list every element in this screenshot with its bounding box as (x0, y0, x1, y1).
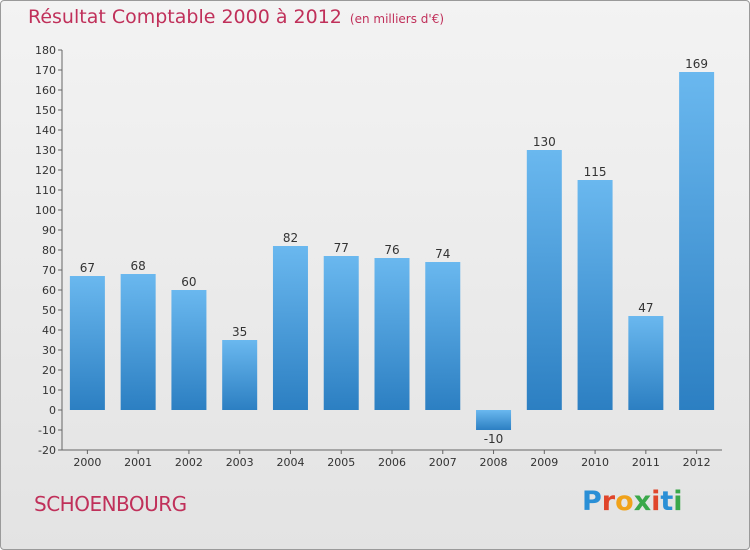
logo-letter: t (660, 486, 674, 517)
logo-letter: P (582, 486, 602, 517)
bar (323, 256, 359, 410)
bar (374, 258, 410, 410)
x-tick-label: 2001 (124, 456, 152, 469)
y-tick-label: 30 (42, 344, 56, 357)
bar-value-label: 77 (334, 241, 349, 255)
bar-value-label: 115 (584, 165, 607, 179)
x-tick-label: 2005 (327, 456, 355, 469)
x-tick-label: 2004 (276, 456, 304, 469)
bar-value-label: -10 (484, 432, 504, 446)
logo-letter: r (601, 486, 616, 517)
x-tick-label: 2006 (378, 456, 406, 469)
x-tick-label: 2011 (632, 456, 660, 469)
x-tick-label: 2002 (175, 456, 203, 469)
bar (425, 262, 461, 410)
bar-value-label: 82 (283, 231, 298, 245)
x-tick-label: 2008 (480, 456, 508, 469)
y-tick-label: 40 (42, 324, 56, 337)
bar-value-label: 47 (638, 301, 653, 315)
bar (679, 72, 715, 410)
x-tick-label: 2009 (530, 456, 558, 469)
bar-value-label: 60 (181, 275, 196, 289)
y-tick-label: 150 (35, 104, 56, 117)
x-tick-label: 2012 (683, 456, 711, 469)
x-tick-label: 2003 (226, 456, 254, 469)
x-tick-label: 2000 (73, 456, 101, 469)
bar (272, 246, 308, 410)
bar-value-label: 130 (533, 135, 556, 149)
y-tick-label: 130 (35, 144, 56, 157)
bar-value-label: 74 (435, 247, 450, 261)
logo-letter: i (673, 486, 683, 517)
y-tick-label: 90 (42, 224, 56, 237)
plot-area: -20 -10 0 10 20 30 40 50 60 70 80 90 100 110 120 130 140… (35, 44, 722, 469)
logo-letter: o (615, 486, 634, 517)
bar-value-label: 68 (131, 259, 146, 273)
proxiti-logo: Proxiti (582, 486, 683, 517)
bar (222, 340, 258, 410)
y-tick-label: 160 (35, 84, 56, 97)
y-tick-label: 100 (35, 204, 56, 217)
y-tick-label: 20 (42, 364, 56, 377)
bar-value-label: 67 (80, 261, 95, 275)
bar (120, 274, 156, 410)
logo-letter: i (651, 486, 661, 517)
y-tick-label: 180 (35, 44, 56, 57)
title-unit: (en milliers d'€) (349, 12, 445, 26)
y-tick-label: 110 (35, 184, 56, 197)
y-tick-label: 50 (42, 304, 56, 317)
bar-value-label: 35 (232, 325, 247, 339)
y-tick-label: -10 (38, 424, 56, 437)
y-tick-label: -20 (38, 444, 56, 457)
y-tick-label: 10 (42, 384, 56, 397)
commune-name: SCHOENBOURG (34, 492, 187, 516)
bar (476, 410, 512, 430)
bar (69, 276, 105, 410)
bar (577, 180, 613, 410)
bar (628, 316, 664, 410)
chart-title: Résultat Comptable 2000 à 2012 (en millie… (28, 6, 444, 28)
x-tick-label: 2007 (429, 456, 457, 469)
y-tick-label: 60 (42, 284, 56, 297)
bar-value-label: 169 (685, 57, 708, 71)
x-tick-label: 2010 (581, 456, 609, 469)
bar (171, 290, 207, 410)
y-tick-label: 170 (35, 64, 56, 77)
bar-value-label: 76 (384, 243, 399, 257)
logo-letter: x (633, 486, 652, 517)
y-tick-label: 70 (42, 264, 56, 277)
y-tick-label: 80 (42, 244, 56, 257)
bar (526, 150, 562, 410)
title-text: Résultat Comptable 2000 à 2012 (28, 6, 342, 28)
y-tick-label: 120 (35, 164, 56, 177)
y-tick-label: 0 (49, 404, 56, 417)
y-tick-label: 140 (35, 124, 56, 137)
